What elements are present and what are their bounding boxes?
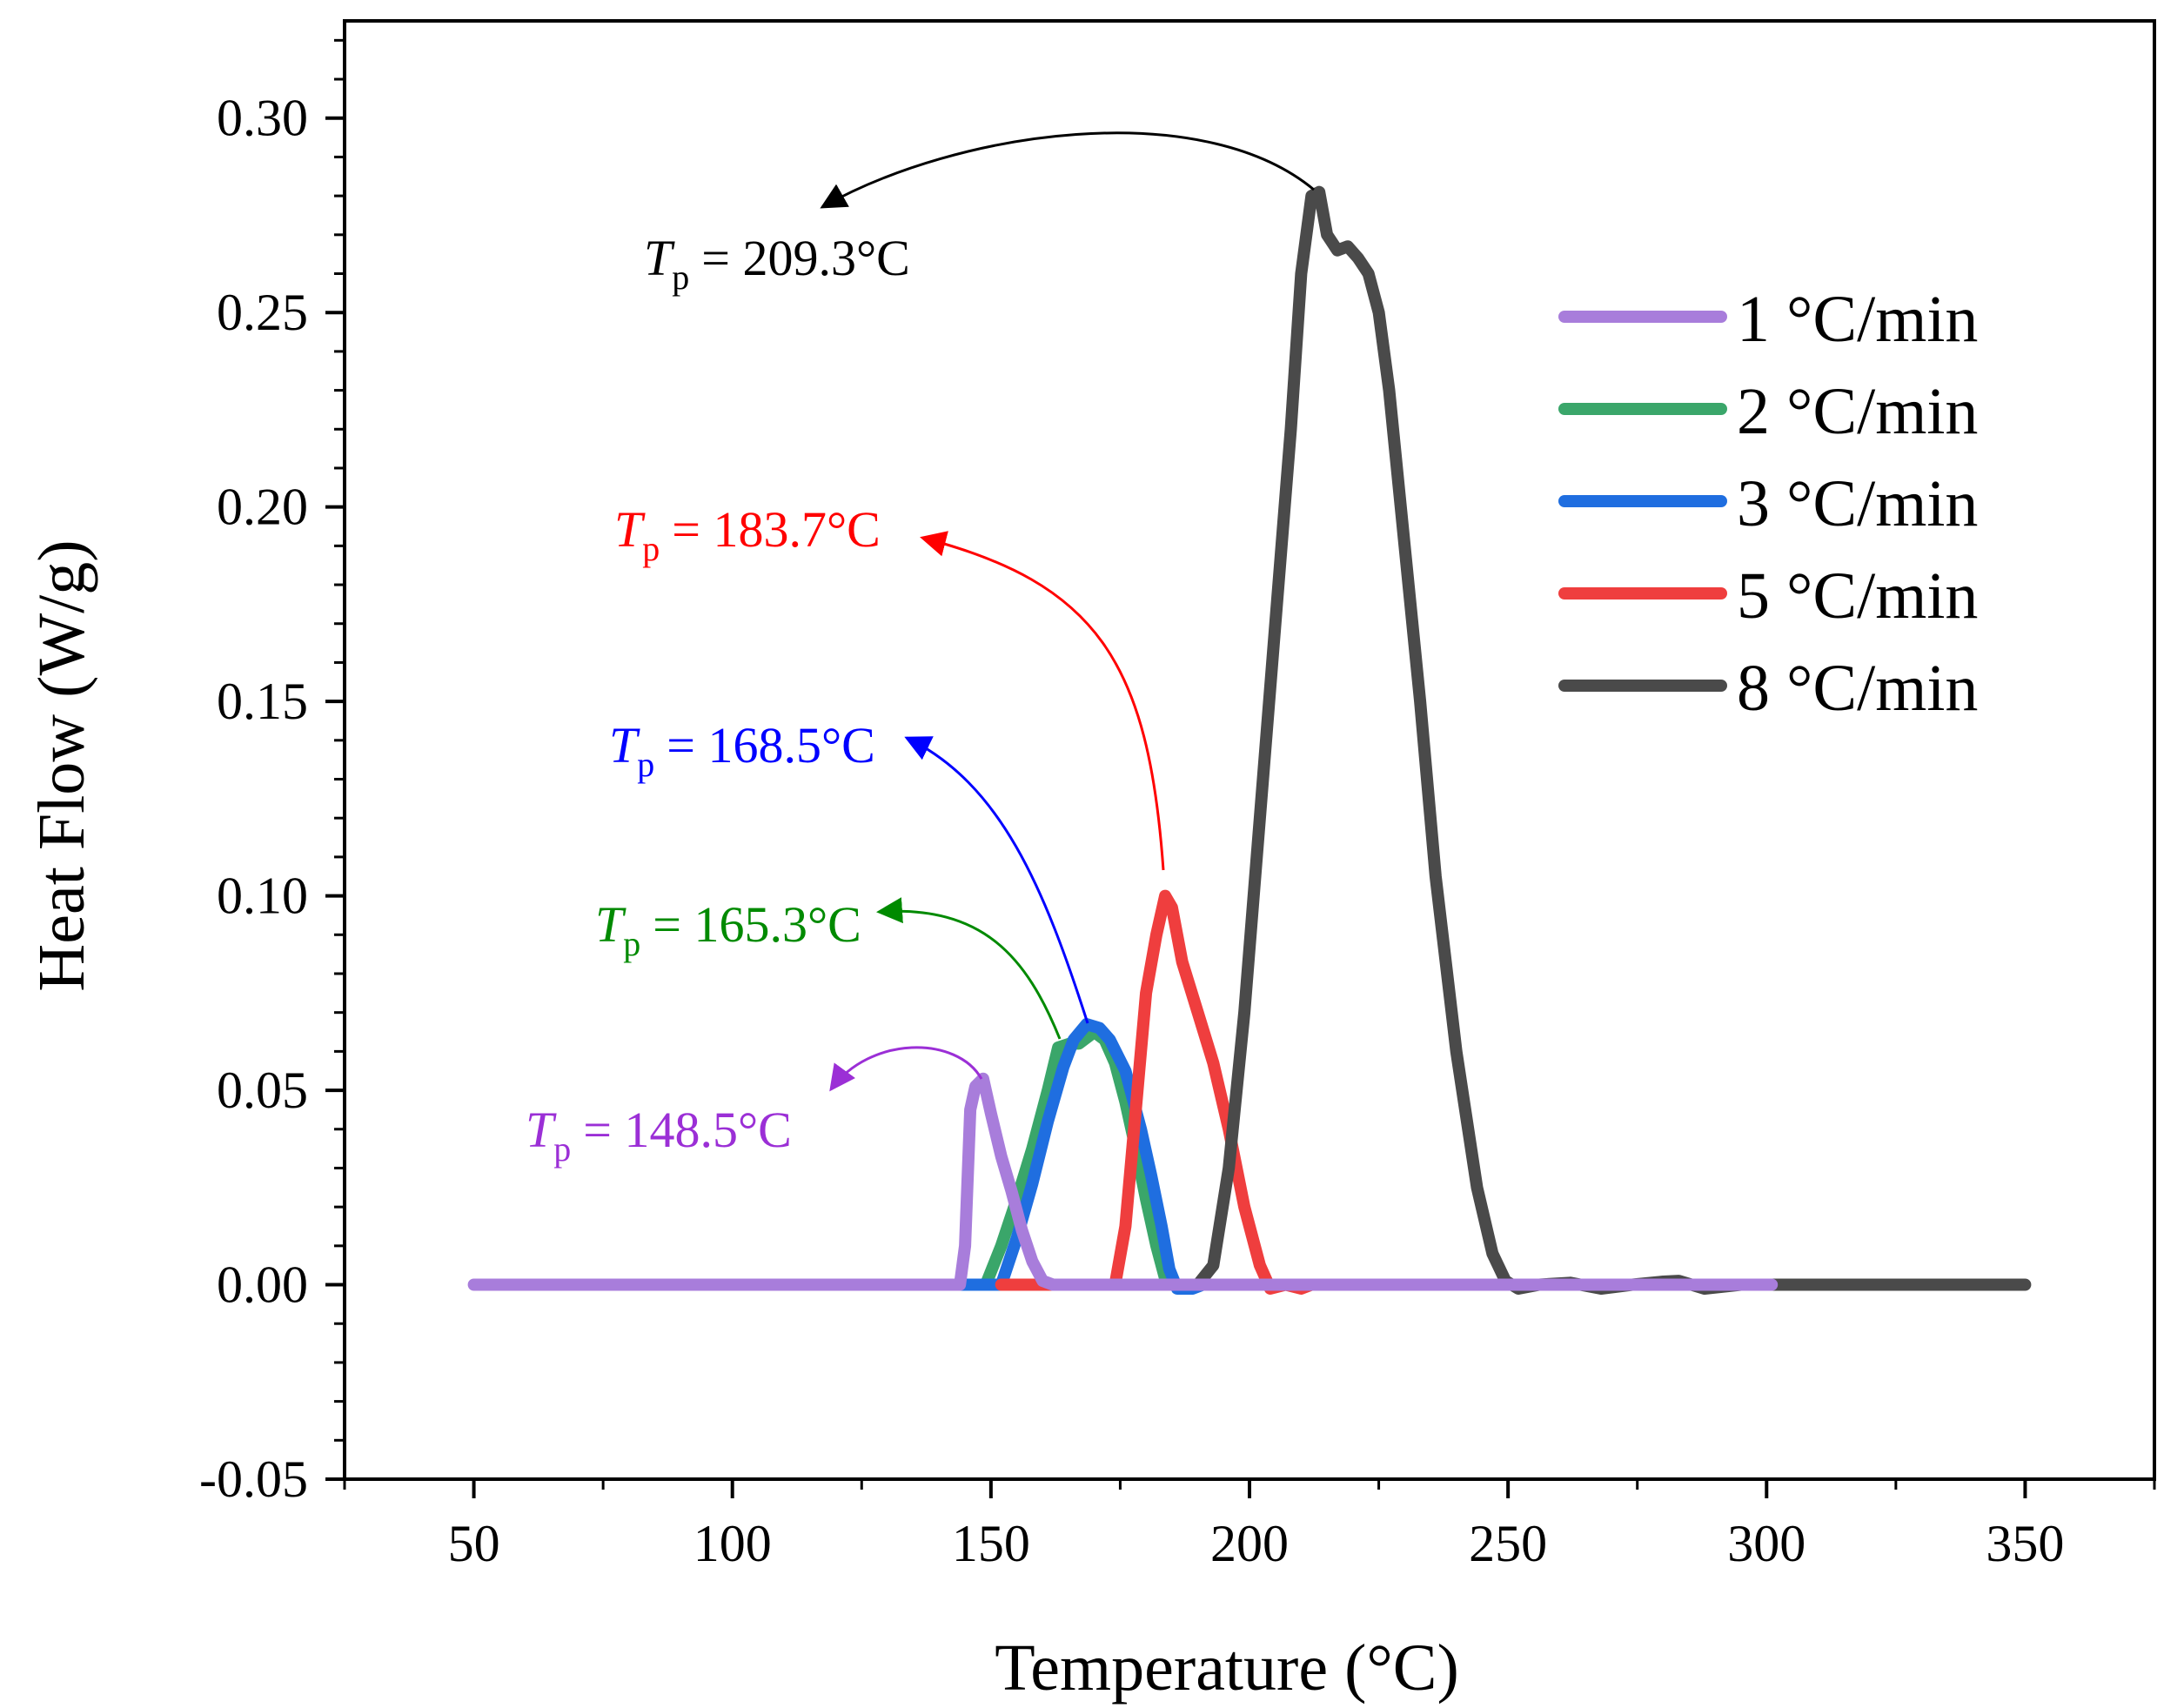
x-tick-label: 50 [448, 1515, 500, 1572]
legend-label-2-c-min: 2 °C/min [1737, 375, 1978, 448]
annotation-label-148: Tp = 148.5°C [526, 1102, 792, 1169]
annotation-label-183: Tp = 183.7°C [614, 501, 881, 568]
annotation-arrow-183 [920, 531, 1165, 871]
legend-label-3-c-min: 3 °C/min [1737, 467, 1978, 540]
y-tick-label: 0.10 [217, 867, 308, 925]
x-tick-label: 300 [1727, 1515, 1805, 1572]
annotation-arrow-165 [876, 897, 1062, 1040]
axis-tick-labels: 50 100 150 200 250 300 350 -0.05 0.00 0.05 0.10 0.1… [199, 90, 2064, 1572]
series-line-8-c-min [1191, 185, 2032, 1295]
y-tick-label: 0.20 [217, 479, 308, 536]
y-tick-label: 0.00 [217, 1256, 308, 1314]
annotation-arrow-148 [829, 1046, 983, 1092]
series-line-3-c-min [840, 1018, 1209, 1295]
annotation-arrow-168 [904, 736, 1089, 1024]
y-tick-label: 0.05 [217, 1062, 308, 1119]
annotation-label-165: Tp = 165.3°C [595, 896, 861, 963]
x-tick-label: 350 [1986, 1515, 2064, 1572]
series-layer [467, 185, 2032, 1295]
x-axis-title: Temperature (°C) [995, 1631, 1459, 1705]
y-tick-label: 0.25 [217, 284, 308, 341]
annotation-arrow-209 [820, 131, 1315, 209]
series-line-2-c-min [933, 1026, 1183, 1291]
y-tick-label: 0.15 [217, 673, 308, 730]
y-axis-title: Heat Flow (W/g) [25, 539, 98, 991]
legend: 1 °C/min 2 °C/min 3 °C/min 5 °C/min 8 °C… [1558, 283, 1978, 725]
y-tick-label: -0.05 [199, 1450, 308, 1508]
legend-label-5-c-min: 5 °C/min [1737, 559, 1978, 633]
x-tick-label: 250 [1469, 1515, 1547, 1572]
x-tick-label: 100 [693, 1515, 772, 1572]
y-tick-label: 0.30 [217, 90, 308, 147]
axis-ticks [325, 38, 2156, 1498]
legend-label-1-c-min: 1 °C/min [1737, 283, 1978, 356]
legend-label-8-c-min: 8 °C/min [1737, 652, 1978, 725]
annotation-label-209: Tp = 209.3°C [644, 230, 910, 297]
annotation-label-168: Tp = 168.5°C [609, 717, 875, 784]
series-line-1-c-min [467, 1072, 1779, 1291]
x-tick-label: 200 [1210, 1515, 1289, 1572]
x-tick-label: 150 [952, 1515, 1030, 1572]
